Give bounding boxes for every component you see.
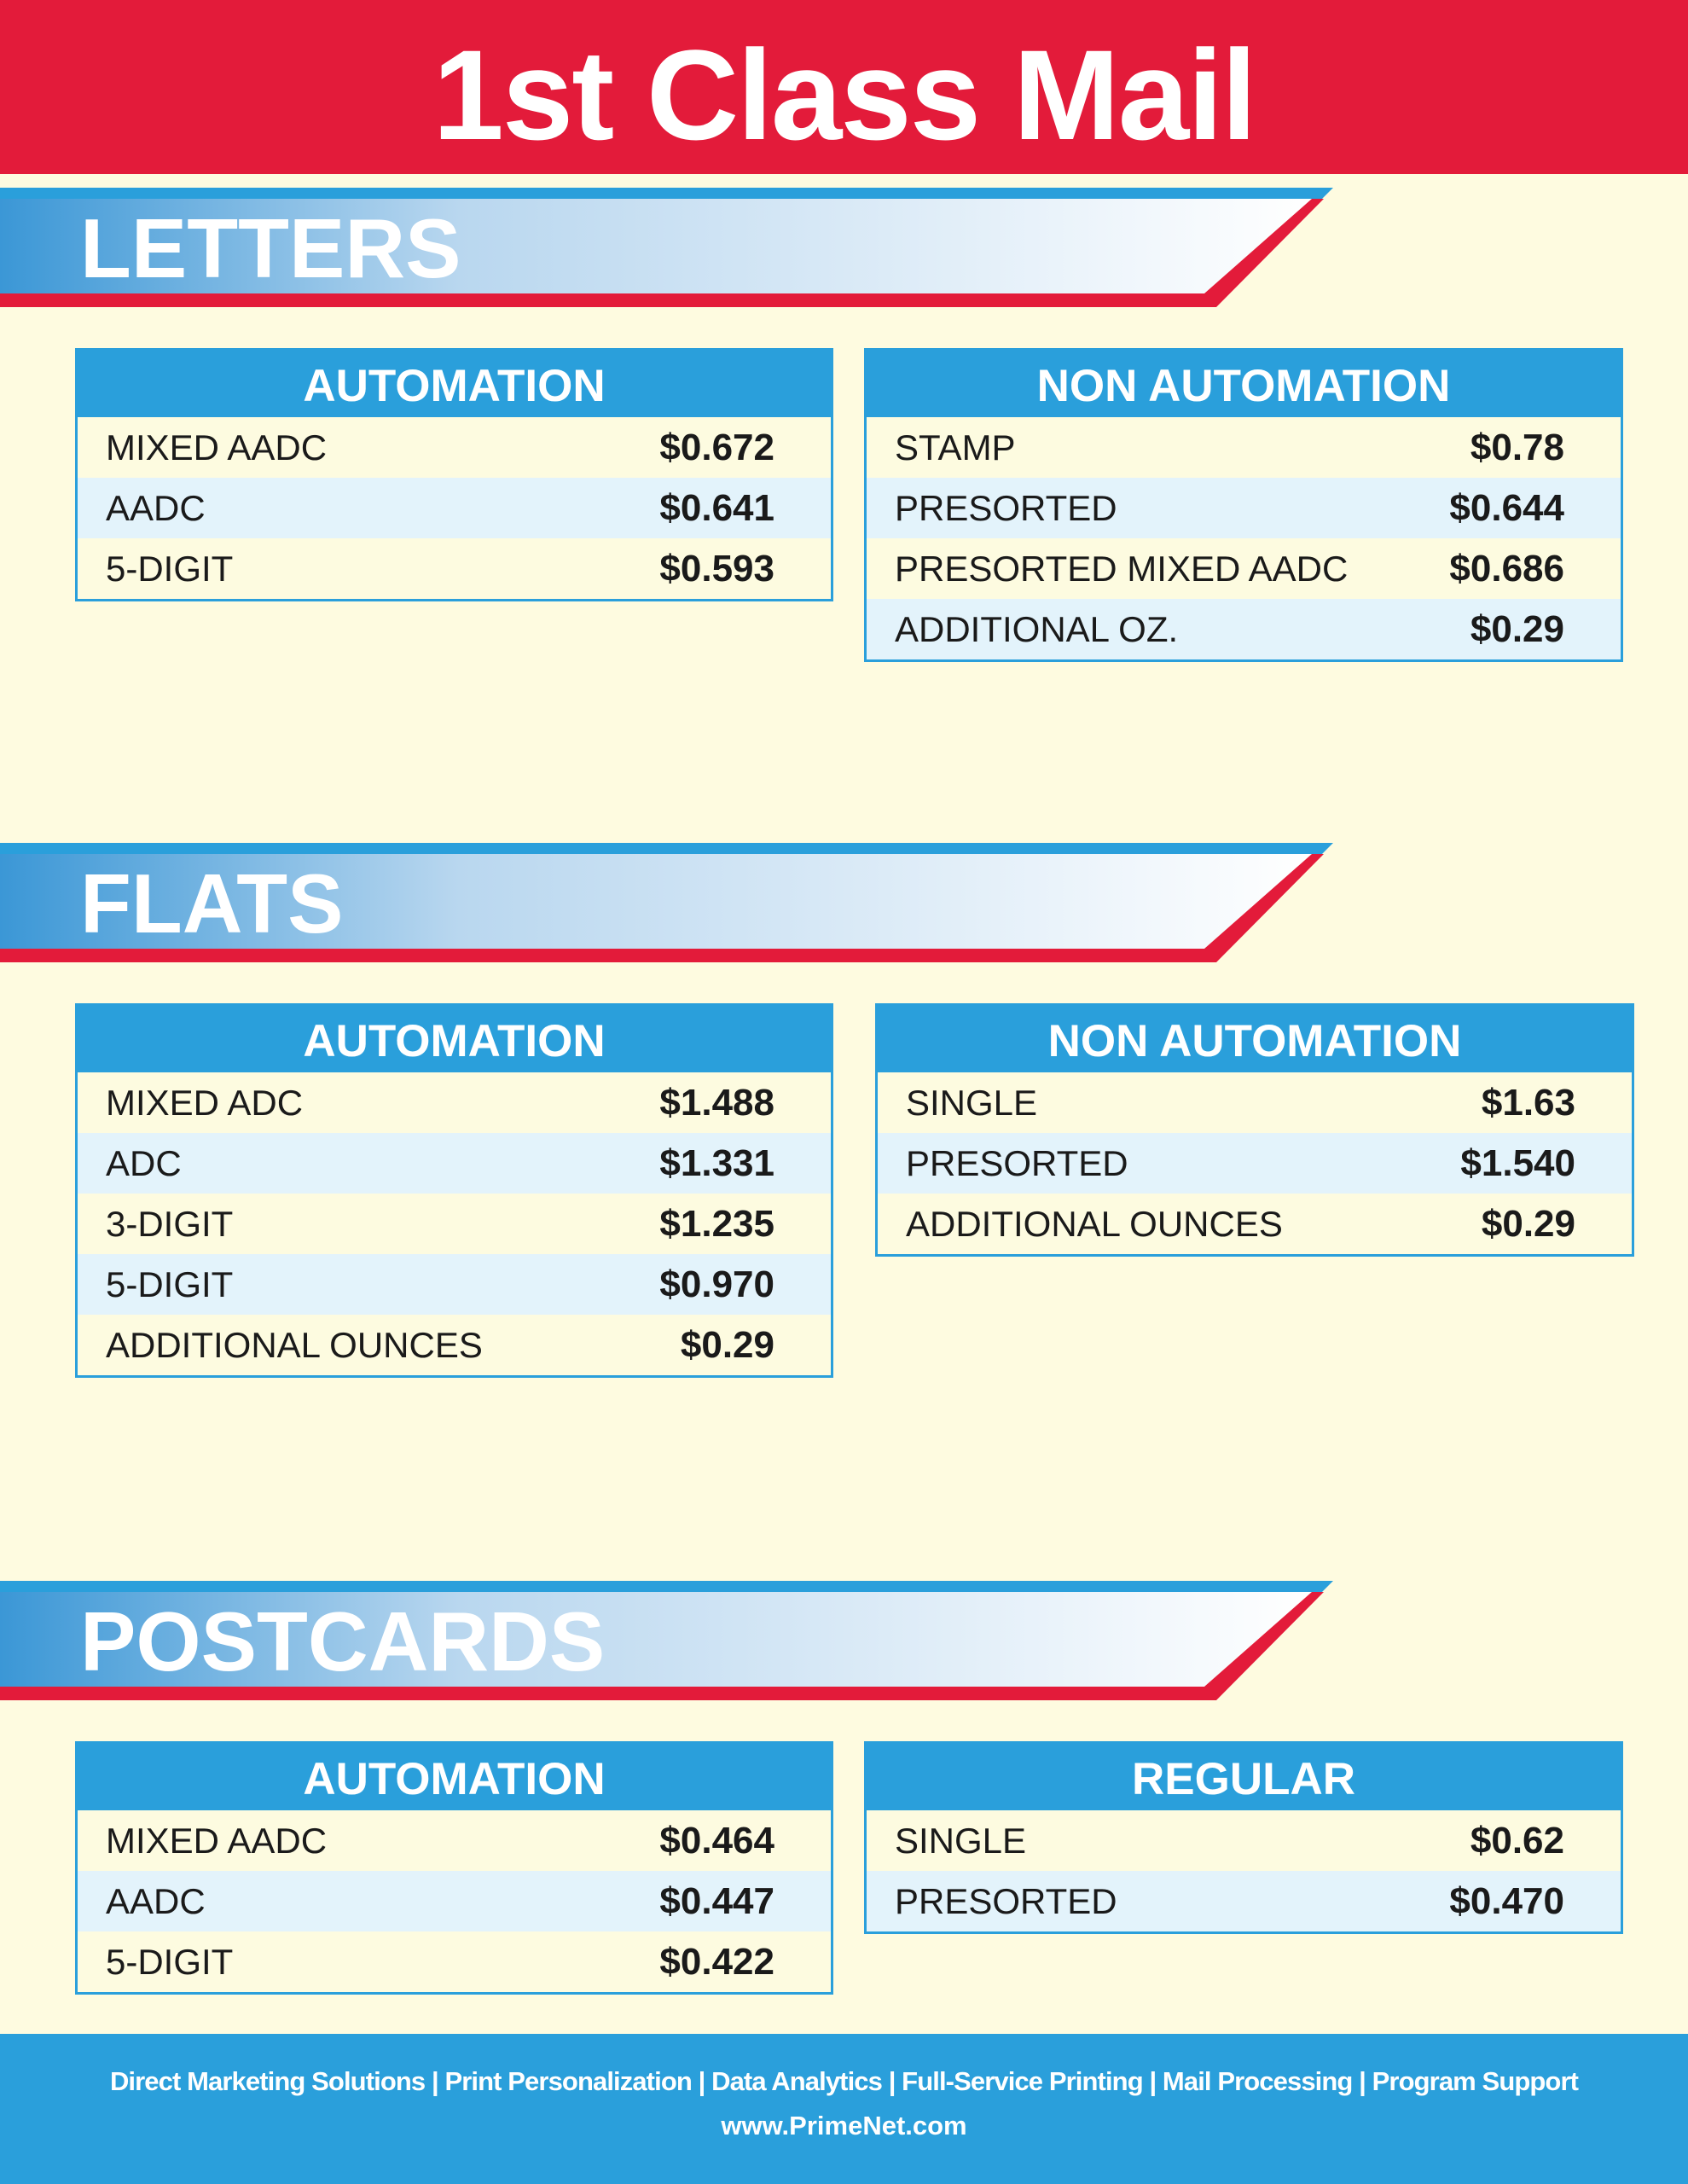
table-row: AADC $0.641 (78, 478, 831, 538)
table-header: AUTOMATION (78, 1006, 831, 1072)
section-title: LETTERS (80, 201, 461, 295)
rate-table: AUTOMATION MIXED AADC $0.672 AADC $0.641 5-DI… (75, 348, 833, 601)
rate-table: NON AUTOMATION SINGLE $1.63 PRESORTED $1.540… (875, 1003, 1634, 1257)
rate-label: SINGLE (895, 1820, 1027, 1861)
table-body: MIXED AADC $0.464 AADC $0.447 5-DIGIT $0.422 (78, 1810, 831, 1992)
rate-price: $0.422 (659, 1940, 774, 1983)
footer-url: www.PrimeNet.com (721, 2111, 967, 2140)
table-header: AUTOMATION (78, 1744, 831, 1810)
rate-label: ADDITIONAL OZ. (895, 608, 1179, 649)
table-row: PRESORTED $1.540 (878, 1133, 1632, 1194)
banner-shape (0, 188, 1333, 307)
rate-price: $0.593 (659, 547, 774, 590)
table-header: REGULAR (867, 1744, 1621, 1810)
rate-price: $0.447 (659, 1879, 774, 1922)
rate-label: 3-DIGIT (106, 1203, 234, 1244)
table-body: SINGLE $0.62 PRESORTED $0.470 (867, 1810, 1621, 1931)
rate-label: 5-DIGIT (106, 1263, 234, 1304)
table-body: MIXED ADC $1.488 ADC $1.331 3-DIGIT $1.235 5-D… (78, 1072, 831, 1375)
table-row: AADC $0.447 (78, 1871, 831, 1931)
table-row: ADDITIONAL OZ. $0.29 (867, 599, 1621, 659)
header-bar: 1st Class Mail (0, 0, 1688, 174)
rate-price: $1.488 (659, 1081, 774, 1124)
rate-price: $0.29 (1481, 1202, 1575, 1245)
rate-label: PRESORTED (895, 1880, 1117, 1921)
footer-services: Direct Marketing Solutions | Print Perso… (109, 2066, 1579, 2096)
table-row: MIXED AADC $0.464 (78, 1810, 831, 1871)
table-body: SINGLE $1.63 PRESORTED $1.540 ADDITIONAL OUN… (878, 1072, 1632, 1254)
section-banner: POSTCARDS (0, 1581, 1688, 1702)
table-row: PRESORTED $0.470 (867, 1871, 1621, 1931)
rate-price: $1.540 (1460, 1141, 1575, 1184)
rate-label: MIXED ADC (106, 1082, 304, 1123)
rate-label: 5-DIGIT (106, 548, 234, 589)
rate-label: ADDITIONAL OUNCES (106, 1324, 483, 1365)
rate-price: $0.641 (659, 486, 774, 529)
rate-price: $1.331 (659, 1141, 774, 1184)
table-row: STAMP $0.78 (867, 417, 1621, 478)
section-title: POSTCARDS (80, 1594, 606, 1688)
rate-label: PRESORTED (906, 1142, 1128, 1183)
footer: Direct Marketing Solutions | Print Perso… (0, 2034, 1688, 2184)
rate-price: $0.78 (1470, 426, 1564, 468)
rate-label: AADC (106, 487, 206, 528)
table-row: PRESORTED MIXED AADC $0.686 (867, 538, 1621, 599)
rate-price: $1.63 (1481, 1081, 1575, 1124)
rate-label: ADC (106, 1142, 182, 1183)
rate-price: $0.470 (1449, 1879, 1564, 1922)
section-title: FLATS (80, 857, 344, 950)
rate-price: $0.672 (659, 426, 774, 468)
table-row: 3-DIGIT $1.235 (78, 1194, 831, 1254)
rate-price: $0.970 (659, 1263, 774, 1305)
table-row: SINGLE $1.63 (878, 1072, 1632, 1133)
table-row: MIXED ADC $1.488 (78, 1072, 831, 1133)
page-title: 1st Class Mail (432, 23, 1256, 166)
rate-label: 5-DIGIT (106, 1941, 234, 1982)
table-body: MIXED AADC $0.672 AADC $0.641 5-DIGIT $0.593 (78, 417, 831, 599)
section-banner: FLATS (0, 843, 1688, 964)
table-row: 5-DIGIT $0.593 (78, 538, 831, 599)
rate-label: ADDITIONAL OUNCES (906, 1203, 1283, 1244)
rate-label: PRESORTED (895, 487, 1117, 528)
rate-price: $0.62 (1470, 1819, 1564, 1862)
rate-price: $0.29 (1470, 607, 1564, 650)
table-row: SINGLE $0.62 (867, 1810, 1621, 1871)
table-row: 5-DIGIT $0.422 (78, 1931, 831, 1992)
table-row: ADC $1.331 (78, 1133, 831, 1194)
rate-price: $0.29 (680, 1323, 774, 1366)
table-header: AUTOMATION (78, 351, 831, 417)
section-banner: LETTERS (0, 188, 1688, 309)
rate-table: NON AUTOMATION STAMP $0.78 PRESORTED $0.644 P… (864, 348, 1623, 662)
rate-price: $0.686 (1449, 547, 1564, 590)
rate-table: AUTOMATION MIXED AADC $0.464 AADC $0.447 5-DI… (75, 1741, 833, 1995)
rate-table: REGULAR SINGLE $0.62 PRESORTED $0.470 (864, 1741, 1623, 1934)
table-header: NON AUTOMATION (867, 351, 1621, 417)
table-row: MIXED AADC $0.672 (78, 417, 831, 478)
rate-price: $1.235 (659, 1202, 774, 1245)
rate-label: MIXED AADC (106, 427, 328, 468)
banner-shape (0, 843, 1333, 962)
rate-price: $0.644 (1449, 486, 1564, 529)
rate-label: STAMP (895, 427, 1016, 468)
rate-label: MIXED AADC (106, 1820, 328, 1861)
rate-label: PRESORTED MIXED AADC (895, 548, 1349, 589)
table-body: STAMP $0.78 PRESORTED $0.644 PRESORTED MIXED… (867, 417, 1621, 659)
table-row: ADDITIONAL OUNCES $0.29 (78, 1315, 831, 1375)
table-row: 5-DIGIT $0.970 (78, 1254, 831, 1315)
table-row: ADDITIONAL OUNCES $0.29 (878, 1194, 1632, 1254)
table-header: NON AUTOMATION (878, 1006, 1632, 1072)
table-row: PRESORTED $0.644 (867, 478, 1621, 538)
rate-table: AUTOMATION MIXED ADC $1.488 ADC $1.331 3-DIGI… (75, 1003, 833, 1378)
rate-label: SINGLE (906, 1082, 1038, 1123)
rate-label: AADC (106, 1880, 206, 1921)
banner-shape (0, 1581, 1333, 1700)
rate-price: $0.464 (659, 1819, 774, 1862)
